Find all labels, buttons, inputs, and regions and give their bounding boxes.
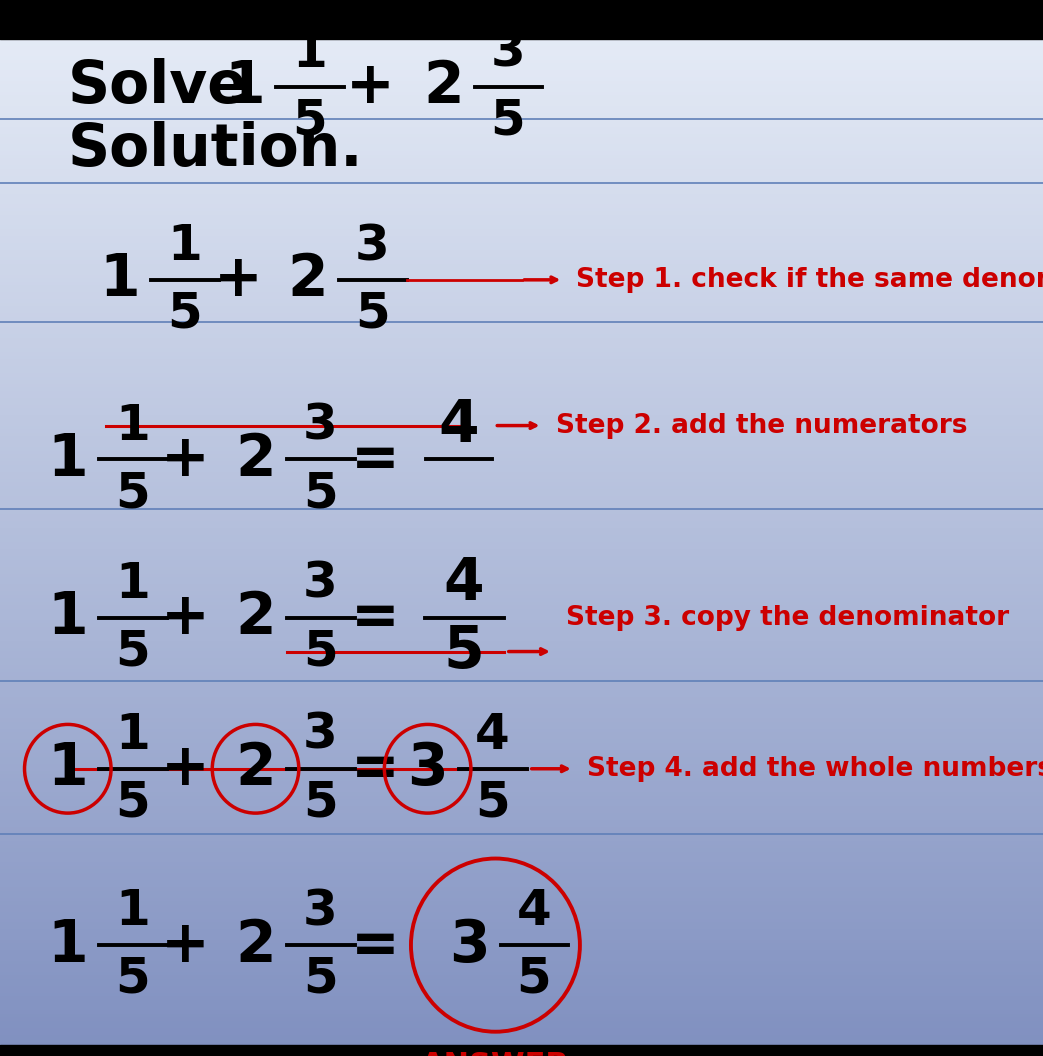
Text: 3: 3: [302, 560, 338, 608]
Text: 1: 1: [48, 917, 88, 974]
Text: 2: 2: [236, 740, 275, 797]
Text: 5: 5: [115, 627, 150, 676]
Text: 2: 2: [236, 431, 275, 488]
Text: 1: 1: [115, 887, 150, 936]
Text: 5: 5: [292, 96, 328, 145]
Text: =: =: [351, 431, 399, 488]
Text: 2: 2: [423, 58, 463, 115]
Text: Step 4. add the whole numbers: Step 4. add the whole numbers: [587, 756, 1043, 781]
Text: 3: 3: [302, 401, 338, 450]
Text: +: +: [346, 58, 394, 115]
Text: 1: 1: [167, 222, 202, 270]
Text: 5: 5: [302, 778, 338, 827]
Text: 1: 1: [292, 29, 328, 77]
Text: +: +: [214, 251, 262, 308]
Text: 5: 5: [115, 469, 150, 517]
Text: 1: 1: [115, 401, 150, 450]
Text: 5: 5: [355, 289, 390, 338]
Text: 5: 5: [302, 627, 338, 676]
Text: 4: 4: [444, 555, 484, 612]
Text: 5: 5: [490, 96, 526, 145]
Text: 5: 5: [443, 623, 485, 680]
Text: 3: 3: [355, 222, 390, 270]
Text: +: +: [162, 431, 210, 488]
Text: 1: 1: [48, 589, 88, 646]
Text: 5: 5: [115, 955, 150, 1003]
Text: =: =: [351, 589, 399, 646]
Text: 1: 1: [100, 251, 140, 308]
Text: 1: 1: [225, 58, 265, 115]
Text: 4: 4: [439, 397, 479, 454]
Text: Step 2. add the numerators: Step 2. add the numerators: [556, 413, 968, 438]
Text: 5: 5: [302, 469, 338, 517]
Text: ANSWER: ANSWER: [421, 1051, 569, 1056]
Text: Step 1. check if the same denominator: Step 1. check if the same denominator: [576, 267, 1043, 293]
Text: 3: 3: [408, 740, 447, 797]
Text: Solve: Solve: [68, 58, 247, 115]
Text: 5: 5: [516, 955, 552, 1003]
Text: =: =: [351, 917, 399, 974]
Text: 2: 2: [236, 917, 275, 974]
Text: 3: 3: [450, 917, 489, 974]
Text: 4: 4: [516, 887, 552, 936]
Text: 4: 4: [475, 711, 510, 759]
Text: 1: 1: [48, 431, 88, 488]
Text: +: +: [162, 589, 210, 646]
Text: 2: 2: [288, 251, 328, 308]
Text: 5: 5: [167, 289, 202, 338]
Text: 3: 3: [490, 29, 526, 77]
Text: 1: 1: [115, 711, 150, 759]
Text: 3: 3: [302, 711, 338, 759]
Text: 5: 5: [115, 778, 150, 827]
Text: Step 3. copy the denominator: Step 3. copy the denominator: [566, 605, 1010, 630]
Text: +: +: [162, 917, 210, 974]
Text: 5: 5: [475, 778, 510, 827]
Text: +: +: [162, 740, 210, 797]
Text: 1: 1: [115, 560, 150, 608]
Text: 5: 5: [302, 955, 338, 1003]
Text: 1: 1: [48, 740, 88, 797]
Text: 3: 3: [302, 887, 338, 936]
Text: Solution.: Solution.: [68, 121, 363, 178]
Text: 2: 2: [236, 589, 275, 646]
Text: =: =: [351, 740, 399, 797]
